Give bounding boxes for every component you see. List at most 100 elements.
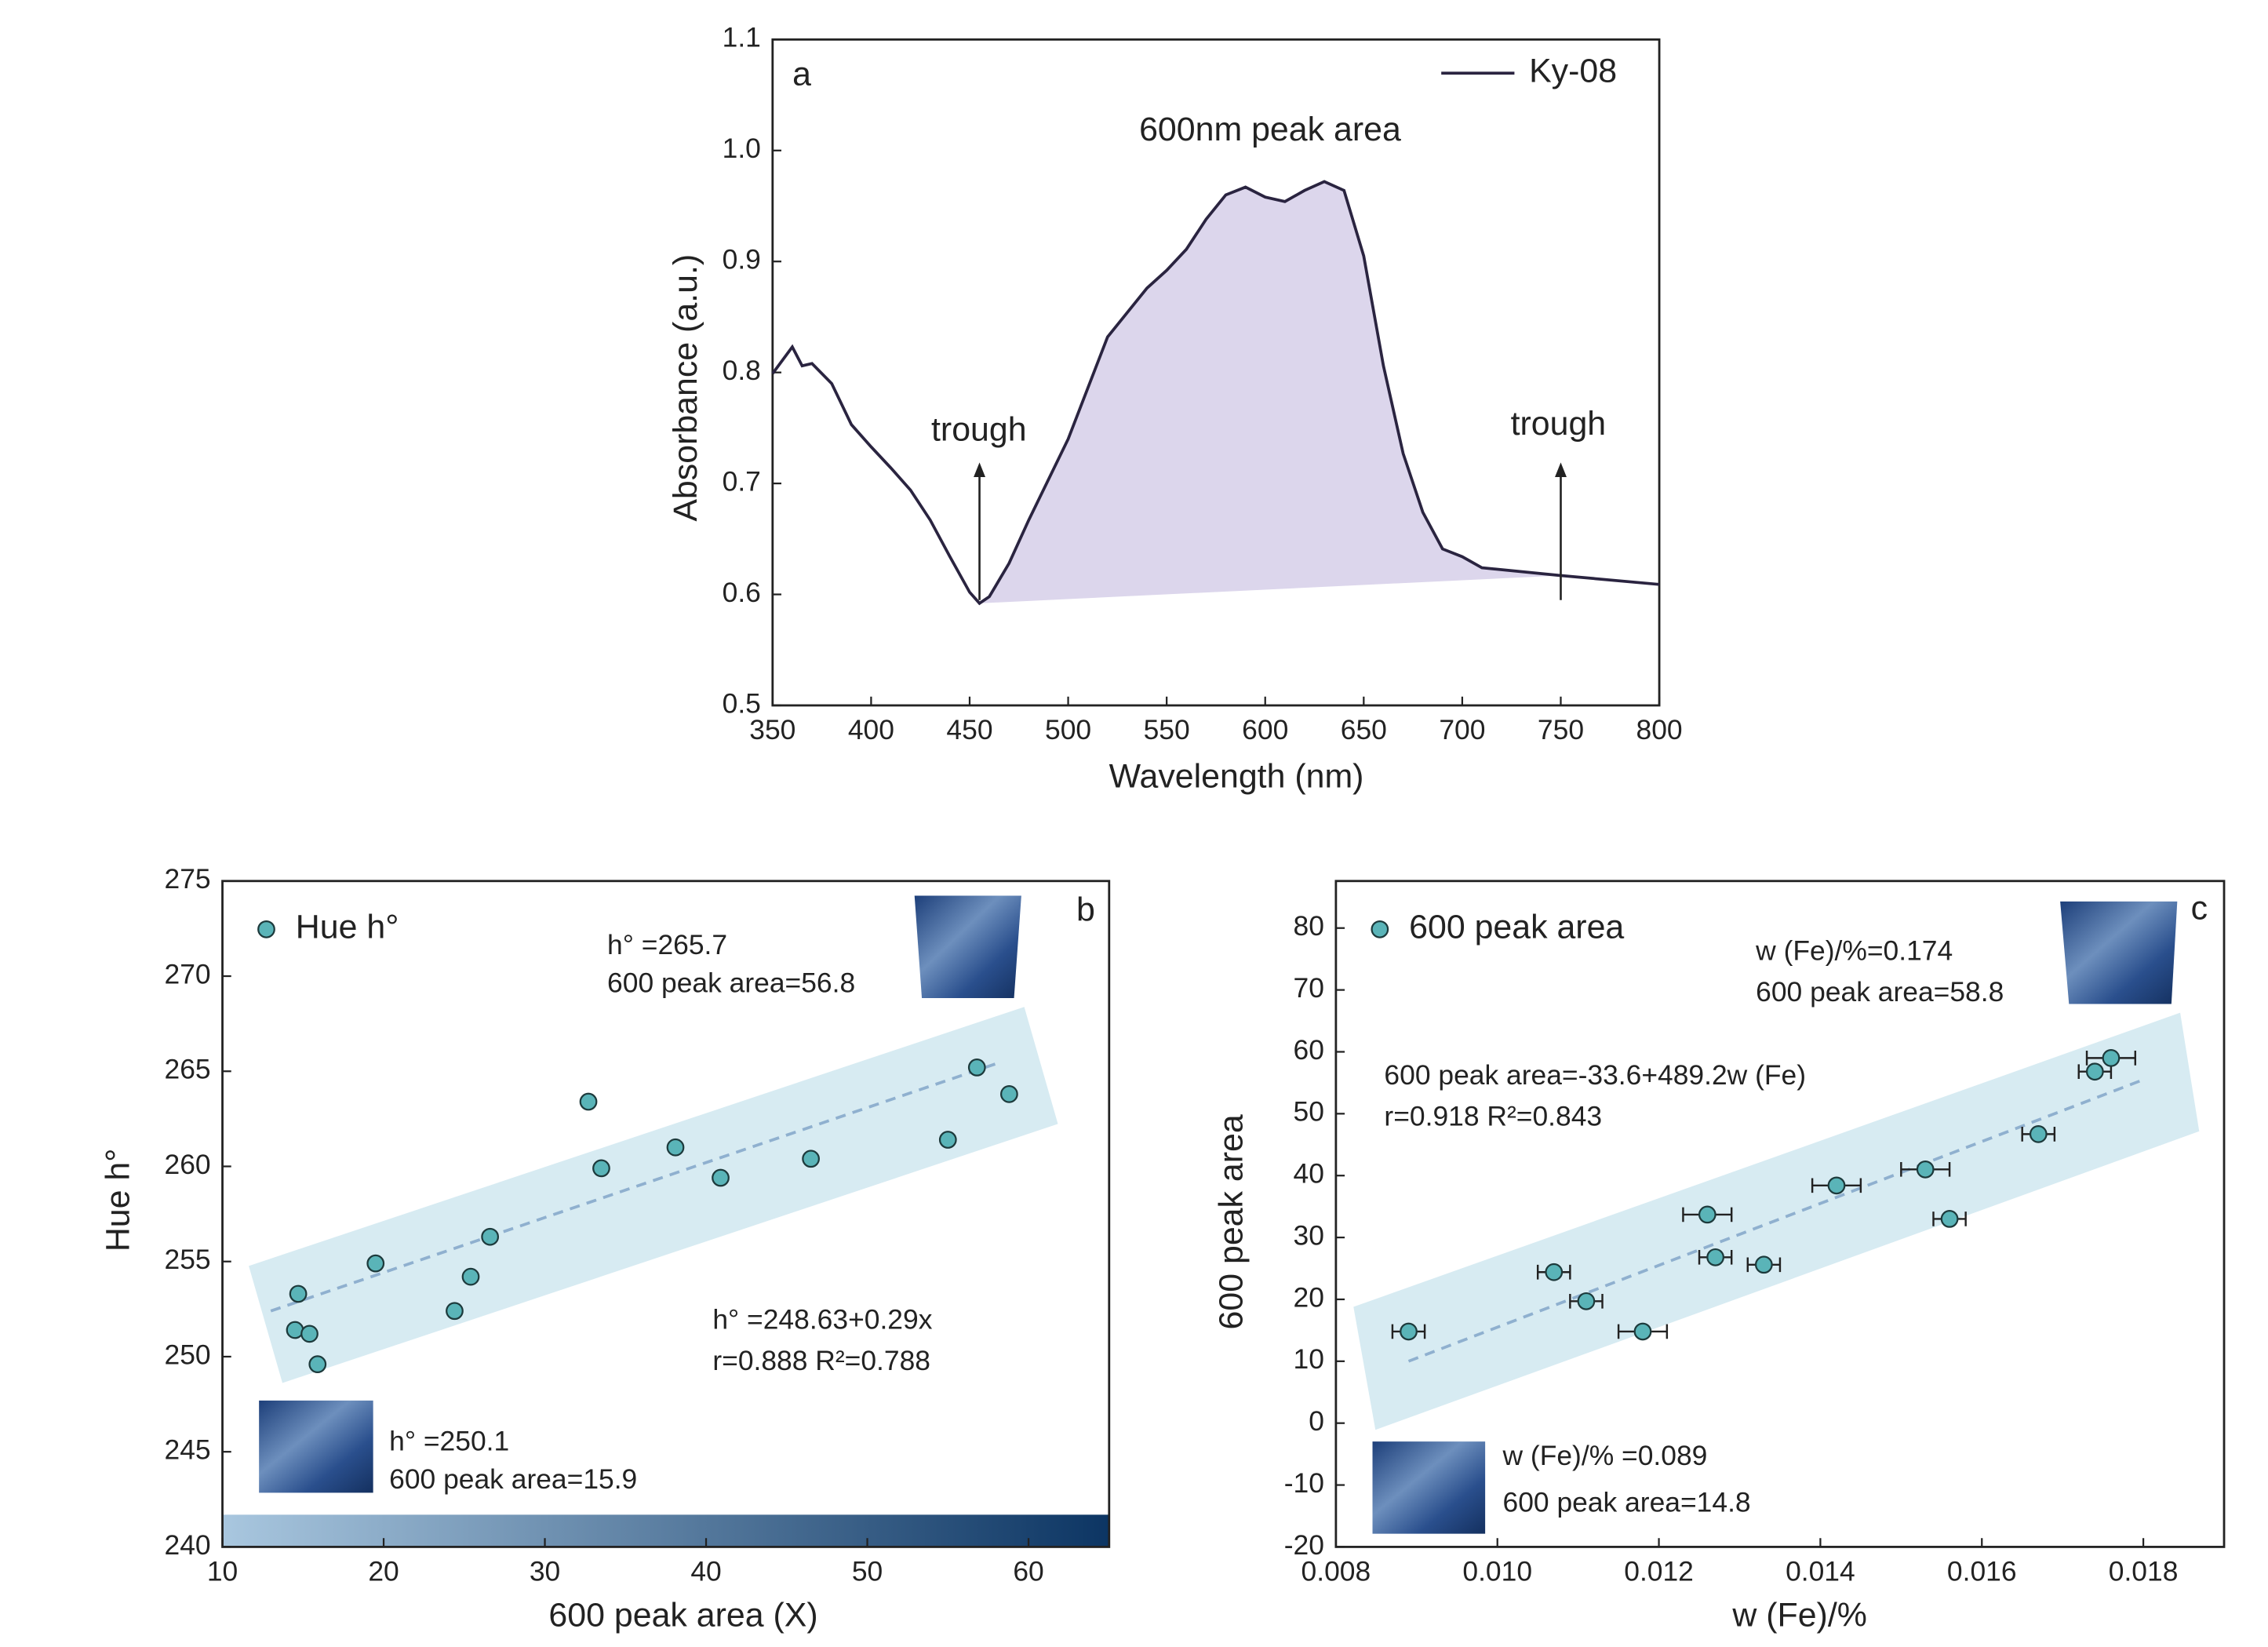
data-point bbox=[802, 1150, 820, 1168]
annotation: 600 peak area=14.8 bbox=[1503, 1487, 1751, 1518]
annotation: r=0.918 R²=0.843 bbox=[1384, 1100, 1602, 1131]
y-tick-label: 0.8 bbox=[723, 355, 761, 386]
y-tick-label: 30 bbox=[1294, 1219, 1324, 1251]
data-point bbox=[289, 1284, 308, 1303]
data-point bbox=[1754, 1255, 1773, 1274]
annotation: w (Fe)/%=0.174 bbox=[1755, 935, 1953, 967]
annotation: h° =248.63+0.29x bbox=[712, 1304, 932, 1335]
x-tick-label: 0.010 bbox=[1462, 1555, 1532, 1587]
annotation: h° =265.7 bbox=[607, 929, 727, 960]
panel-label: c bbox=[2191, 889, 2208, 927]
y-tick-label: 0 bbox=[1309, 1405, 1324, 1437]
data-point bbox=[1940, 1210, 1959, 1228]
data-point bbox=[308, 1355, 327, 1374]
y-tick-label: 255 bbox=[165, 1244, 211, 1275]
y-tick-label: 1.0 bbox=[723, 133, 761, 164]
data-point bbox=[1400, 1322, 1418, 1341]
data-point bbox=[2102, 1048, 2121, 1067]
y-tick-label: 250 bbox=[165, 1339, 211, 1370]
x-tick-label: 0.016 bbox=[1947, 1555, 2017, 1587]
annotation: 600 peak area=58.8 bbox=[1756, 976, 2004, 1008]
plot-frame bbox=[221, 880, 1111, 1548]
annotation: h° =250.1 bbox=[389, 1425, 509, 1456]
data-point bbox=[461, 1267, 480, 1286]
y-tick-label: 20 bbox=[1294, 1281, 1324, 1313]
legend-label: Hue h° bbox=[296, 909, 399, 946]
x-tick-label: 10 bbox=[207, 1555, 238, 1587]
y-tick-label: 10 bbox=[1294, 1343, 1324, 1375]
data-point bbox=[1545, 1263, 1564, 1281]
legend-marker bbox=[257, 920, 275, 938]
y-tick-label: 40 bbox=[1294, 1158, 1324, 1190]
peak-area bbox=[979, 181, 1561, 603]
x-tick-label: 50 bbox=[852, 1555, 883, 1587]
sample-photo bbox=[914, 895, 1021, 999]
x-axis-label: w (Fe)/% bbox=[1731, 1596, 1867, 1634]
x-tick-label: 40 bbox=[690, 1555, 721, 1587]
legend-label: Ky-08 bbox=[1529, 53, 1617, 90]
data-point bbox=[1916, 1160, 1935, 1179]
y-tick-label: 270 bbox=[165, 958, 211, 989]
panel-label: a bbox=[792, 55, 811, 93]
y-tick-label: 70 bbox=[1294, 972, 1324, 1004]
annotation: trough bbox=[931, 411, 1027, 449]
x-axis-label: Wavelength (nm) bbox=[1109, 758, 1364, 796]
annotation: 600nm peak area bbox=[1139, 111, 1401, 148]
x-tick-label: 600 bbox=[1242, 714, 1288, 745]
arrow-head bbox=[974, 462, 986, 478]
y-tick-label: 0.7 bbox=[723, 465, 761, 497]
x-tick-label: 750 bbox=[1538, 714, 1584, 745]
y-tick-label: -20 bbox=[1284, 1529, 1324, 1561]
y-tick-label: 275 bbox=[165, 863, 211, 895]
y-tick-label: 0.6 bbox=[723, 577, 761, 608]
x-tick-label: 0.012 bbox=[1624, 1555, 1694, 1587]
y-axis-label: Absorbance (a.u.) bbox=[667, 254, 704, 522]
annotation: 600 peak area=-33.6+489.2w (Fe) bbox=[1384, 1059, 1806, 1091]
data-point bbox=[1698, 1205, 1716, 1224]
x-tick-label: 650 bbox=[1341, 714, 1387, 745]
annotation: 600 peak area=56.8 bbox=[607, 967, 855, 999]
data-point bbox=[1000, 1084, 1018, 1103]
data-point bbox=[967, 1059, 986, 1077]
legend-marker bbox=[1371, 920, 1389, 938]
x-tick-label: 0.014 bbox=[1786, 1555, 1855, 1587]
y-tick-label: -10 bbox=[1284, 1467, 1324, 1499]
sample-photo bbox=[2060, 901, 2178, 1004]
x-tick-label: 500 bbox=[1045, 714, 1091, 745]
x-tick-label: 800 bbox=[1636, 714, 1683, 745]
annotation: r=0.888 R²=0.788 bbox=[712, 1345, 930, 1376]
y-tick-label: 50 bbox=[1294, 1096, 1324, 1128]
y-tick-label: 265 bbox=[165, 1054, 211, 1085]
data-point bbox=[300, 1325, 319, 1343]
y-tick-label: 1.1 bbox=[723, 22, 761, 53]
x-tick-label: 350 bbox=[749, 714, 795, 745]
data-point bbox=[1633, 1322, 1652, 1341]
x-tick-label: 450 bbox=[946, 714, 992, 745]
x-tick-label: 550 bbox=[1144, 714, 1190, 745]
data-point bbox=[2085, 1062, 2104, 1081]
x-tick-label: 20 bbox=[368, 1555, 399, 1587]
data-point bbox=[1706, 1248, 1724, 1266]
data-point bbox=[286, 1321, 304, 1339]
data-point bbox=[1577, 1292, 1596, 1310]
data-point bbox=[1827, 1176, 1846, 1195]
x-tick-label: 0.008 bbox=[1301, 1555, 1371, 1587]
data-point bbox=[712, 1168, 730, 1187]
confidence-band bbox=[249, 1007, 1058, 1383]
annotation: trough bbox=[1511, 405, 1607, 443]
arrow-head bbox=[1555, 462, 1567, 478]
x-tick-label: 400 bbox=[848, 714, 894, 745]
x-axis-label: 600 peak area (X) bbox=[548, 1596, 817, 1634]
x-tick-label: 0.018 bbox=[2109, 1555, 2179, 1587]
x-tick-label: 30 bbox=[530, 1555, 560, 1587]
trend-line bbox=[270, 1062, 997, 1313]
data-point bbox=[666, 1138, 685, 1157]
panel-label: b bbox=[1076, 891, 1095, 928]
x-tick-label: 700 bbox=[1439, 714, 1485, 745]
plot-frame bbox=[1334, 880, 2226, 1548]
y-axis-label: 600 peak area bbox=[1213, 1114, 1250, 1329]
y-tick-label: 60 bbox=[1294, 1034, 1324, 1066]
sample-photo bbox=[259, 1400, 373, 1493]
